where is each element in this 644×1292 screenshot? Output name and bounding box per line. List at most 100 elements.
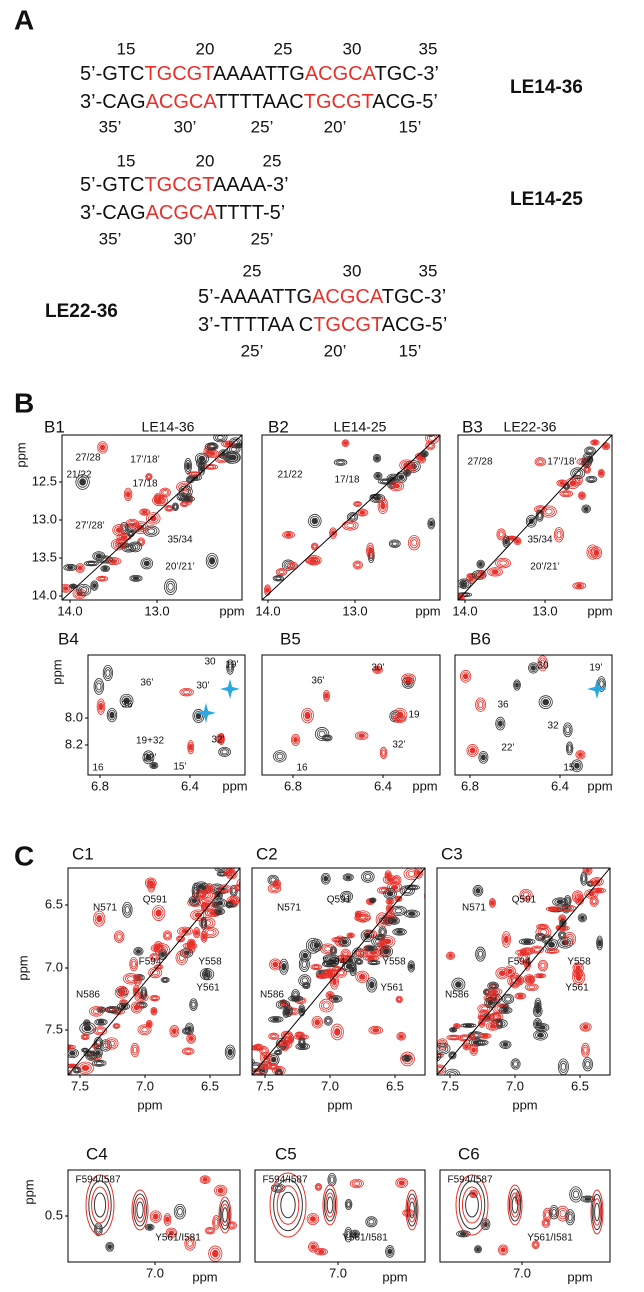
peak-contour — [567, 1213, 573, 1222]
x-axis-label: ppm — [192, 1269, 217, 1284]
peak-contour — [571, 759, 583, 773]
peak-contour — [537, 974, 544, 978]
peak-contour — [243, 879, 251, 885]
x-axis-label: ppm — [567, 1269, 592, 1284]
position-number: 25 — [243, 261, 262, 280]
peak-contour — [394, 929, 405, 935]
peak-contour — [332, 1025, 343, 1039]
peak-contour — [153, 964, 164, 970]
peak-contour — [202, 1177, 208, 1182]
peak-contour — [131, 960, 136, 968]
peak-contour — [147, 474, 151, 479]
peak-contour — [437, 1042, 451, 1055]
peak-contour — [447, 952, 454, 959]
peak-contour — [460, 1023, 477, 1028]
peak-contour — [490, 900, 495, 906]
peak-contour — [156, 498, 162, 503]
peak-contour — [340, 890, 354, 902]
peak-contour — [322, 874, 330, 884]
peak-contour — [567, 745, 572, 752]
peak-contour — [526, 984, 537, 991]
peak-label: 19+32 — [136, 736, 165, 747]
peak-contour — [309, 1242, 318, 1252]
peak-contour — [340, 938, 350, 946]
peak-contour — [224, 435, 232, 436]
peak-contour — [218, 732, 225, 745]
peak-contour — [374, 472, 382, 480]
peak-contour — [323, 691, 330, 701]
peak-contour — [379, 746, 388, 759]
peak-contour — [359, 951, 366, 956]
peak-contour — [540, 962, 546, 969]
peak-contour — [177, 1208, 183, 1216]
peak-contour — [476, 1040, 487, 1046]
peak-contour — [150, 968, 161, 977]
peak-contour — [53, 1063, 65, 1074]
peak-contour — [309, 515, 320, 527]
peak-contour — [534, 997, 542, 1014]
spectrum-frame — [251, 867, 426, 1076]
peak-contour — [556, 899, 564, 905]
peak-contour — [221, 749, 228, 755]
x-tick-label: 14.0 — [255, 603, 280, 618]
peak-contour — [517, 952, 531, 965]
peak-contour — [84, 560, 99, 567]
peak-contour — [150, 1006, 158, 1016]
peak-contour — [453, 1023, 460, 1029]
peak-contour — [446, 1070, 459, 1075]
peak-contour — [147, 1022, 151, 1027]
peak-contour — [360, 929, 374, 943]
peak-contour — [94, 680, 103, 693]
peak-contour — [586, 544, 599, 560]
peak-contour — [583, 465, 591, 474]
peak-contour — [555, 529, 563, 541]
peak-label: Q591 — [512, 895, 537, 906]
peak-contour — [245, 1061, 250, 1066]
peak-contour — [62, 586, 69, 591]
peak-contour — [286, 561, 299, 571]
peak-contour — [124, 906, 130, 914]
peak-contour — [446, 1034, 462, 1041]
peak-contour — [499, 1040, 512, 1049]
peak-contour — [150, 995, 159, 1001]
y-axis-label: ppm — [15, 955, 30, 980]
spectrum-title: LE14-25 — [334, 419, 387, 435]
peak-contour — [362, 931, 373, 941]
peak-contour — [463, 1043, 470, 1050]
peak-contour — [595, 889, 603, 892]
peak-contour — [407, 1197, 417, 1223]
peak-contour — [508, 1188, 522, 1222]
peak-contour — [561, 491, 572, 497]
peak-contour — [93, 678, 105, 695]
peak-contour — [403, 469, 411, 477]
x-tick-label: 6.8 — [284, 778, 302, 793]
peak-contour — [363, 929, 378, 939]
peak-contour — [328, 1174, 336, 1185]
peak-label: 32 — [547, 721, 559, 732]
peak-contour — [107, 1244, 112, 1250]
peak-contour — [306, 555, 322, 566]
peak-contour — [394, 877, 400, 883]
peak-contour — [356, 959, 363, 965]
peak-contour — [176, 935, 186, 943]
peak-contour — [199, 1175, 211, 1184]
peak-contour — [426, 894, 429, 899]
peak-contour — [477, 950, 484, 958]
peak-contour — [584, 466, 590, 473]
peak-contour — [590, 1189, 604, 1235]
peak-contour — [407, 870, 416, 877]
sequence-segment: AAAA-3’ — [213, 174, 289, 196]
peak-contour — [227, 454, 236, 461]
peak-contour — [344, 874, 353, 881]
peak-contour — [392, 714, 407, 723]
peak-contour — [93, 1060, 105, 1066]
peak-contour — [537, 1032, 544, 1038]
peak-contour — [472, 885, 484, 897]
position-number: 20 — [196, 151, 215, 170]
peak-contour — [346, 523, 355, 528]
diagonal — [262, 435, 440, 600]
x-axis-label: ppm — [382, 1269, 407, 1284]
peak-contour — [542, 1219, 550, 1227]
peak-contour — [333, 458, 348, 466]
